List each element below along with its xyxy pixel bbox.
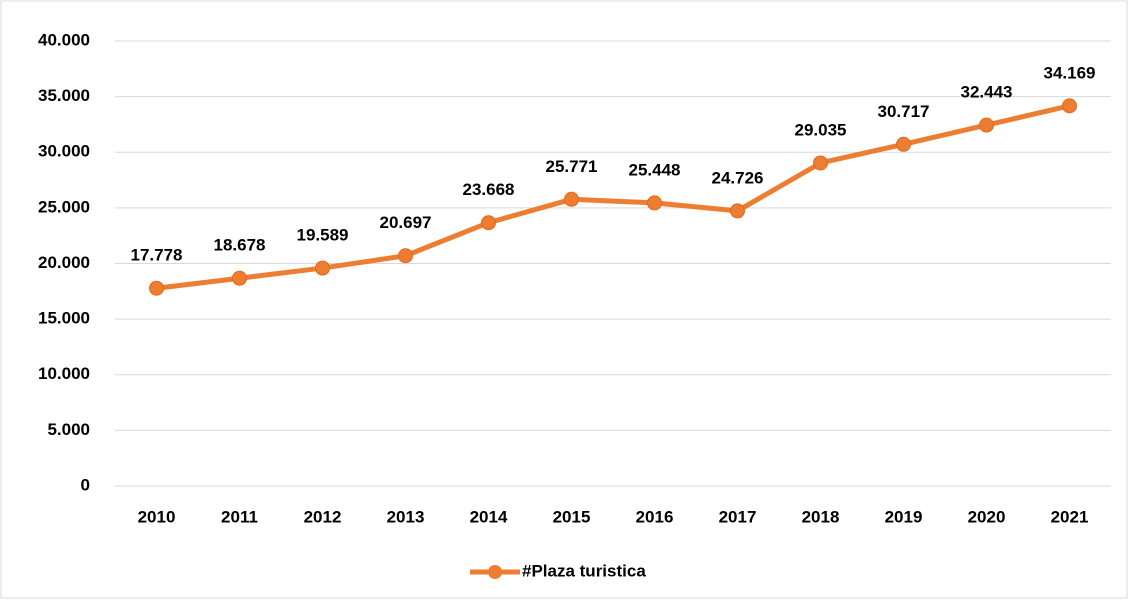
data-label: 29.035 [795,120,847,139]
y-tick-label: 30.000 [38,142,90,161]
y-tick-label: 20.000 [38,253,90,272]
data-point [730,203,745,219]
x-tick-label: 2014 [470,507,508,526]
y-tick-label: 10.000 [38,364,90,383]
data-label: 23.668 [463,180,515,199]
data-label: 20.697 [380,213,432,232]
data-point [896,136,911,152]
legend-marker [488,565,502,579]
data-point [564,191,579,207]
x-tick-label: 2016 [636,507,674,526]
x-tick-label: 2021 [1051,507,1089,526]
x-tick-label: 2013 [387,507,425,526]
legend-label: #Plaza turistica [522,561,646,580]
data-label: 25.448 [629,160,681,179]
data-label: 25.771 [546,157,598,176]
data-point [1062,98,1077,114]
data-point [647,195,662,211]
data-label: 19.589 [297,226,349,245]
y-tick-label: 40.000 [38,30,90,49]
data-point [398,248,413,264]
data-point [481,215,496,231]
data-label: 18.678 [214,236,266,255]
x-tick-label: 2010 [138,507,176,526]
data-label: 17.778 [131,246,183,265]
data-point [813,155,828,171]
x-tick-label: 2020 [968,507,1006,526]
x-tick-label: 2012 [304,507,342,526]
y-tick-label: 35.000 [38,86,90,105]
series-line [156,103,1071,291]
data-label: 24.726 [712,168,764,187]
x-tick-label: 2018 [802,507,840,526]
data-point [979,117,994,133]
y-tick-label: 15.000 [38,309,90,328]
data-point [315,260,330,276]
y-tick-label: 5.000 [47,420,90,439]
data-label: 30.717 [878,102,930,121]
y-tick-label: 25.000 [38,197,90,216]
y-tick-label: 0 [81,475,90,494]
x-tick-label: 2011 [221,507,258,526]
data-point [149,280,164,296]
data-point [232,270,247,286]
data-label: 32.443 [961,83,1013,102]
x-tick-label: 2017 [719,507,757,526]
x-tick-label: 2015 [553,507,591,526]
x-tick-label: 2019 [885,507,923,526]
data-label: 34.169 [1044,63,1096,82]
